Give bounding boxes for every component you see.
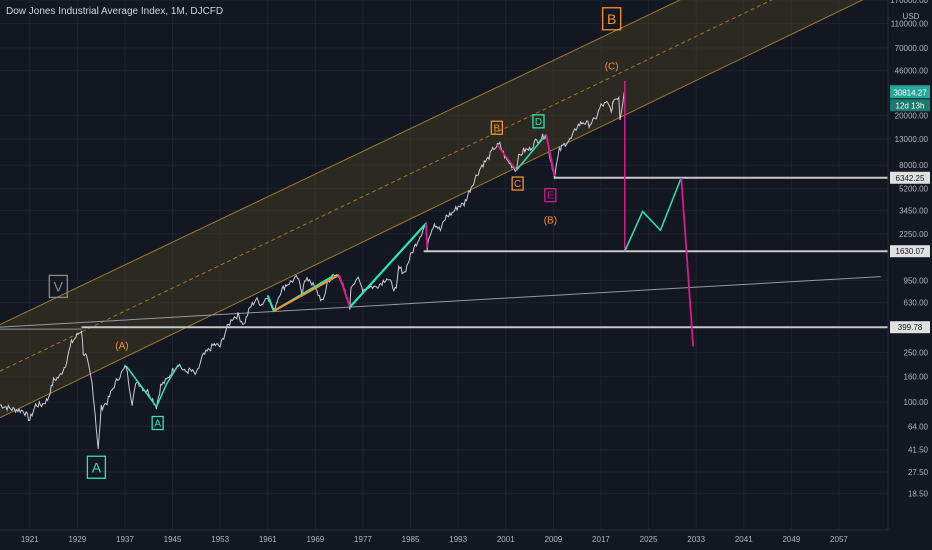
- x-tick-label: 1985: [402, 535, 420, 544]
- wave-label[interactable]: B: [607, 11, 616, 27]
- long-trend-line[interactable]: [0, 276, 881, 328]
- wave-magenta-2008[interactable]: [545, 134, 556, 177]
- channel-mid-line[interactable]: [0, 0, 881, 372]
- x-tick-label: 2041: [735, 535, 753, 544]
- channel-lower-line[interactable]: [0, 0, 881, 419]
- wave-teal-2003[interactable]: [515, 134, 547, 171]
- wave-label[interactable]: V: [54, 278, 64, 294]
- x-tick-label: 1961: [259, 535, 277, 544]
- x-tick-label: 2049: [782, 535, 800, 544]
- grid: [0, 0, 888, 530]
- level-tag: [890, 245, 930, 258]
- wave-magenta-2001[interactable]: [496, 144, 518, 171]
- level-tag-label: 399.78: [898, 323, 923, 332]
- x-tick-label: 1937: [116, 535, 134, 544]
- y-tick-label: 950.00: [904, 276, 929, 285]
- wave-projection-up[interactable]: [624, 177, 682, 252]
- x-tick-label: 2025: [640, 535, 658, 544]
- y-tick-label: 18.50: [908, 489, 929, 498]
- countdown-tag: [890, 99, 930, 112]
- wave-label[interactable]: A: [92, 459, 102, 475]
- channel-upper-line[interactable]: [0, 0, 881, 325]
- wave-label-box[interactable]: [86, 455, 107, 479]
- level-tag-label: 1630.07: [896, 247, 925, 256]
- y-tick-label: 170000.00: [890, 0, 928, 5]
- x-tick-label: 2017: [592, 535, 610, 544]
- price-axis[interactable]: 170000.00 110000.00 70000.00 46000.00 20000.…: [887, 0, 929, 530]
- y-tick-label: 70000.00: [895, 44, 929, 53]
- chart-title: Dow Jones Industrial Average Index, 1M, …: [6, 6, 224, 17]
- y-tick-label: 27.50: [908, 468, 929, 477]
- wave-label[interactable]: (B): [544, 216, 557, 227]
- wave-label[interactable]: B: [493, 123, 500, 134]
- wave-label[interactable]: D: [535, 117, 542, 128]
- y-tick-label: 13000.00: [895, 135, 929, 144]
- wave-label-box[interactable]: [602, 7, 622, 31]
- wave-teal-1937[interactable]: [125, 364, 180, 409]
- price-tag: [890, 85, 930, 99]
- price-channel[interactable]: [0, 0, 881, 419]
- wave-label-box[interactable]: [48, 274, 68, 299]
- wave-label-box[interactable]: [490, 120, 503, 135]
- wave-label-box[interactable]: [544, 187, 557, 203]
- wave-orange-1962[interactable]: [273, 274, 340, 312]
- wave-label-box[interactable]: [151, 415, 164, 431]
- currency-label: USD: [902, 12, 920, 21]
- y-tick-label: 160.00: [904, 373, 929, 382]
- horizontal-levels[interactable]: [0, 176, 888, 330]
- x-tick-label: 1977: [354, 535, 372, 544]
- wave-label[interactable]: (C): [605, 62, 619, 73]
- wave-labels[interactable]: B (C) B D C E (B) (A) A A V: [48, 7, 622, 479]
- x-tick-label: 1969: [306, 535, 324, 544]
- y-tick-label: 3450.00: [899, 207, 928, 216]
- y-tick-label: 110000.00: [891, 19, 929, 28]
- wave-teal-1974[interactable]: [349, 222, 427, 308]
- x-tick-label: 1993: [449, 535, 467, 544]
- x-tick-label: 1921: [21, 535, 39, 544]
- wave-label-box[interactable]: [511, 176, 524, 191]
- wave-label-box[interactable]: [532, 114, 545, 129]
- y-tick-label: 64.00: [908, 422, 929, 431]
- level-tag-label: 6342.25: [896, 174, 925, 183]
- x-tick-label: 2001: [497, 535, 515, 544]
- price-tags: 6342.25 1630.07 399.78 30814.27 12d 13h: [890, 85, 930, 334]
- x-tick-label: 2009: [544, 535, 562, 544]
- x-tick-label: 1945: [164, 535, 182, 544]
- y-tick-label: 5200.00: [899, 184, 928, 193]
- wave-drawings[interactable]: [125, 80, 695, 409]
- y-tick-label: 2250.00: [899, 230, 928, 239]
- wave-label[interactable]: C: [514, 179, 521, 190]
- y-tick-label: 20000.00: [895, 112, 929, 121]
- wave-magenta-1974[interactable]: [338, 274, 351, 308]
- y-tick-label: 41.50: [908, 446, 929, 455]
- y-tick-label: 630.00: [904, 299, 929, 308]
- y-tick-label: 46000.00: [895, 67, 929, 76]
- wave-label[interactable]: (A): [115, 341, 128, 352]
- wave-label[interactable]: E: [547, 191, 554, 202]
- wave-projection-down-2[interactable]: [680, 177, 695, 347]
- y-tick-label: 250.00: [904, 349, 929, 358]
- y-tick-label: 100.00: [904, 398, 929, 407]
- level-tag: [890, 171, 930, 184]
- price-tag-value: 30814.27: [893, 88, 927, 97]
- countdown-tag-value: 12d 13h: [896, 101, 925, 110]
- y-tick-label: 8000.00: [899, 161, 928, 170]
- x-tick-label: 2033: [687, 535, 705, 544]
- x-tick-label: 1929: [68, 535, 86, 544]
- long-trendline[interactable]: [0, 276, 881, 328]
- level-tag: [890, 321, 930, 334]
- wave-magenta-1987[interactable]: [425, 223, 429, 248]
- wave-label[interactable]: A: [154, 419, 161, 430]
- x-tick-label: 1953: [211, 535, 229, 544]
- x-tick-label: 2057: [830, 535, 848, 544]
- time-axis[interactable]: 1921 1929 1937 1945 1953 1961 1969 1977 1985 1993…: [0, 529, 888, 544]
